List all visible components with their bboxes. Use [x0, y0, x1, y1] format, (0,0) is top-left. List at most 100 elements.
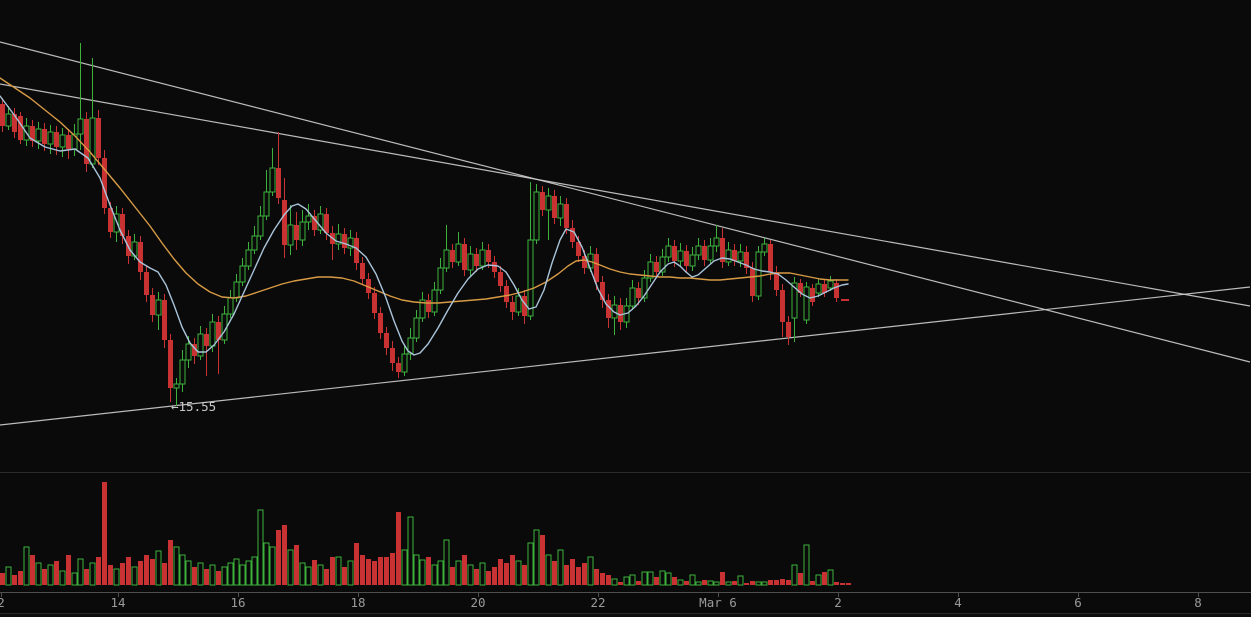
candle-body — [552, 196, 557, 218]
volume-bar — [533, 529, 540, 586]
volume-bar — [713, 581, 720, 586]
candle-body — [5, 113, 12, 127]
volume-bar — [150, 559, 155, 585]
volume-bar — [504, 563, 509, 585]
candle-body — [18, 116, 23, 140]
candle-body — [492, 262, 497, 272]
ma-slow-line — [0, 77, 849, 304]
x-axis-label: 2 — [834, 595, 842, 610]
volume-bar — [677, 579, 684, 586]
volume-bar — [695, 581, 702, 586]
volume-bar — [179, 554, 186, 586]
candle-body — [774, 272, 779, 290]
volume-bar — [780, 579, 785, 585]
candle-body — [162, 300, 167, 340]
candle-body — [197, 333, 204, 357]
volume-bar — [287, 549, 294, 586]
candle-body — [803, 286, 810, 321]
ma-fast-line — [0, 95, 849, 356]
candle-body — [455, 243, 462, 263]
candle-body — [366, 279, 371, 293]
volume-bar — [750, 581, 755, 585]
candle-body — [822, 284, 827, 293]
candle-body — [545, 195, 552, 211]
candle-body — [204, 334, 209, 346]
volume-bar — [390, 553, 395, 585]
volume-bar — [564, 565, 569, 585]
candle-body — [582, 256, 587, 268]
volume-bar — [684, 581, 689, 585]
volume-bar — [462, 555, 467, 585]
candle-body — [665, 245, 672, 258]
volume-bar — [324, 569, 329, 585]
candle-body — [467, 253, 474, 271]
volume-bar — [611, 578, 618, 586]
x-axis-label: 20 — [470, 595, 485, 610]
volume-bar — [71, 572, 78, 586]
volume-bar — [587, 556, 594, 586]
x-axis-label: Mar 6 — [699, 595, 737, 610]
volume-bar — [407, 516, 414, 586]
volume-bar — [479, 562, 486, 586]
volume-bar — [431, 564, 438, 586]
volume-bar — [204, 569, 209, 585]
candle-body — [287, 224, 294, 246]
candle-body — [419, 299, 426, 319]
volume-bar — [342, 567, 347, 585]
volume-bar — [570, 559, 575, 585]
candle-body — [654, 262, 659, 272]
candle-body — [144, 272, 149, 295]
volume-bar — [443, 539, 450, 586]
x-axis-label: 18 — [350, 595, 365, 610]
candle-body — [378, 313, 383, 333]
volume-bar — [257, 509, 264, 586]
volume-bar — [455, 560, 462, 586]
volume-bar — [618, 582, 623, 585]
candle-body — [12, 114, 17, 132]
candle-body — [299, 221, 306, 241]
volume-bar — [312, 560, 317, 585]
volume-bar — [113, 568, 120, 586]
volume-bar — [245, 560, 252, 586]
volume-bar — [803, 544, 810, 586]
candle-body — [707, 245, 714, 261]
volume-bar — [96, 557, 101, 585]
candle-body — [390, 348, 395, 363]
candle-body — [209, 321, 216, 347]
candle-body — [155, 299, 162, 316]
volume-bar — [672, 577, 677, 585]
volume-bar — [197, 562, 204, 586]
candle-body — [120, 214, 125, 236]
volume-bar — [155, 550, 162, 586]
candle-body — [702, 246, 707, 260]
volume-bar — [330, 557, 335, 585]
volume-bar — [552, 561, 557, 585]
candle-body — [570, 228, 575, 242]
candle-body — [179, 359, 186, 385]
volume-bar — [689, 574, 696, 586]
volume-bar — [294, 545, 299, 585]
volume-bar — [594, 569, 599, 585]
volume-bar — [84, 569, 89, 585]
volume-bar — [665, 572, 672, 586]
volume-bar — [168, 540, 173, 585]
volume-bar — [702, 580, 707, 585]
candle-body — [755, 251, 762, 297]
volume-bar — [450, 567, 455, 585]
candle-body — [618, 305, 623, 322]
candle-body — [504, 286, 509, 302]
volume-bar — [263, 542, 270, 586]
volume-bar — [600, 573, 605, 585]
candle-body — [677, 250, 684, 262]
candle-body — [77, 118, 84, 135]
candles-layer — [0, 43, 839, 406]
trendline-upper-resistance-steep — [0, 41, 1251, 363]
candle-body — [305, 215, 312, 223]
volume-bar — [623, 576, 630, 586]
candle-body — [462, 244, 467, 270]
candle-body — [108, 208, 113, 232]
candle-body — [294, 225, 299, 240]
volume-bar — [162, 563, 167, 585]
volume-bar — [647, 571, 654, 586]
